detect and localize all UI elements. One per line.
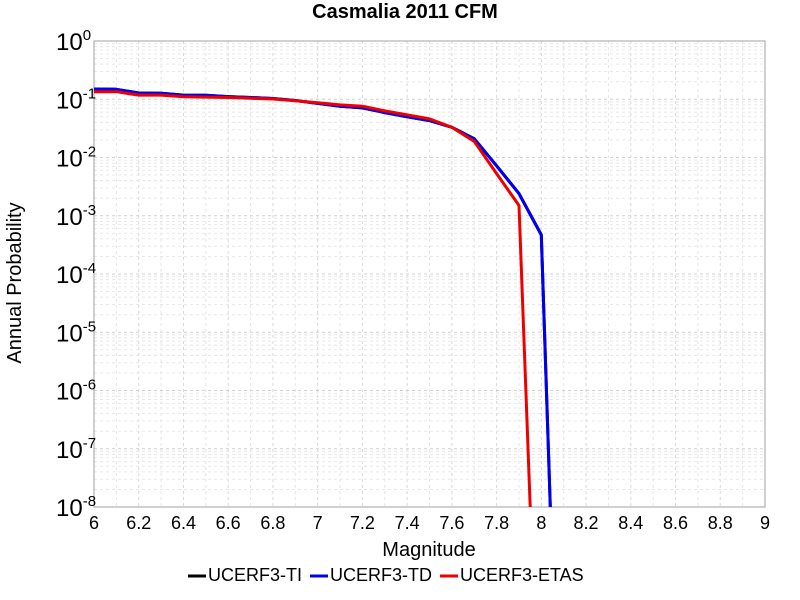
y-tick-base: 10	[56, 495, 83, 522]
x-tick-label: 7.4	[395, 513, 420, 533]
y-tick-exponent: -3	[83, 202, 96, 219]
y-tick-exponent: -4	[83, 260, 96, 277]
x-tick-label: 8.6	[663, 513, 688, 533]
y-tick-base: 10	[56, 262, 83, 289]
y-tick-label: 10-6	[56, 377, 96, 406]
y-tick-label: 10-1	[56, 85, 96, 114]
y-tick-exponent: -8	[83, 493, 96, 510]
x-tick-label: 8.2	[574, 513, 599, 533]
x-tick-label: 6.8	[260, 513, 285, 533]
y-tick-base: 10	[56, 87, 83, 114]
x-tick-label: 9	[760, 513, 770, 533]
y-tick-exponent: -2	[83, 144, 96, 161]
x-tick-labels: 6 6.2 6.4 6.6 6.8 7 7.2 7.4 7.6 7.8 8 8.2 8.4 8.6 8.8 9	[89, 513, 770, 533]
x-tick-label: 8.8	[708, 513, 733, 533]
y-tick-base: 10	[56, 29, 83, 56]
legend-label-ucerf3-ti: UCERF3-TI	[208, 565, 302, 585]
y-tick-label: 10-8	[56, 493, 96, 522]
x-tick-label: 6.2	[126, 513, 151, 533]
y-tick-exponent: -6	[83, 377, 96, 394]
y-tick-label: 10-4	[56, 260, 96, 289]
y-axis-title: Annual Probability	[4, 202, 26, 363]
series-line-ucerf3-etas	[94, 90, 532, 508]
x-tick-label: 8.4	[618, 513, 643, 533]
x-tick-label: 7	[313, 513, 323, 533]
y-tick-label: 10-7	[56, 435, 96, 464]
grid	[93, 40, 766, 508]
x-tick-label: 7.6	[439, 513, 464, 533]
legend-label-ucerf3-etas: UCERF3-ETAS	[460, 565, 584, 585]
y-tick-base: 10	[56, 320, 83, 347]
y-tick-base: 10	[56, 146, 83, 173]
x-tick-label: 6	[89, 513, 99, 533]
y-tick-exponent: -1	[83, 85, 96, 102]
x-tick-label: 7.2	[350, 513, 375, 533]
y-tick-label: 10-3	[56, 202, 96, 231]
y-tick-base: 10	[56, 204, 83, 231]
y-tick-exponent: -7	[83, 435, 96, 452]
x-tick-label: 6.6	[216, 513, 241, 533]
plot-frame	[93, 40, 766, 508]
y-tick-label: 100	[56, 27, 91, 56]
y-tick-label: 10-5	[56, 318, 96, 347]
y-tick-label: 10-2	[56, 144, 96, 173]
y-tick-exponent: -5	[83, 318, 96, 335]
legend: UCERF3-TI UCERF3-TD UCERF3-ETAS	[188, 565, 584, 585]
y-tick-exponent: 0	[83, 27, 91, 44]
x-tick-label: 6.4	[171, 513, 196, 533]
y-tick-base: 10	[56, 437, 83, 464]
series-layer	[93, 87, 552, 508]
legend-label-ucerf3-td: UCERF3-TD	[330, 565, 432, 585]
x-tick-label: 8	[536, 513, 546, 533]
chart-title: Casmalia 2011 CFM	[312, 1, 498, 23]
y-tick-base: 10	[56, 379, 83, 406]
x-axis-title: Magnitude	[382, 539, 475, 561]
x-tick-label: 7.8	[484, 513, 509, 533]
